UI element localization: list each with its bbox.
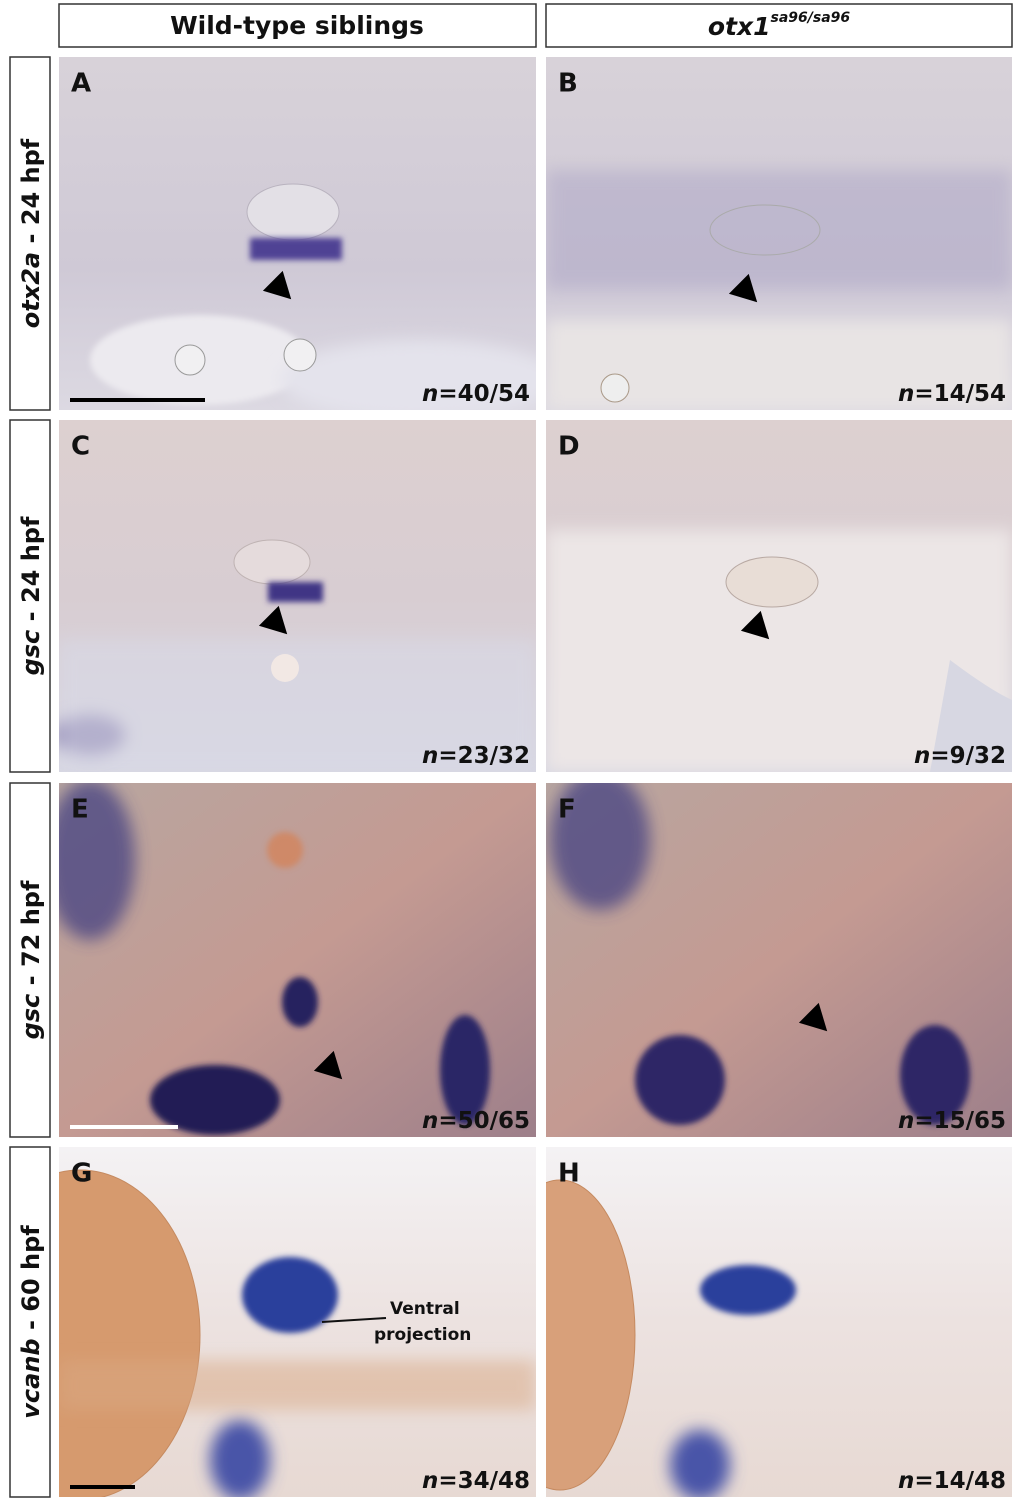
tissue [268, 582, 323, 602]
n-ratio: =23/32 [438, 743, 530, 769]
n-ratio: =50/65 [438, 1108, 530, 1134]
n-count: n=23/32 [422, 743, 530, 769]
genotype: sa96/sa96 [771, 10, 851, 26]
panel: Hn=14/48 [485, 1147, 1012, 1499]
row-label: vcanb - 60 hpf [17, 1225, 45, 1419]
row-label: gsc - 24 hpf [17, 516, 45, 675]
panel: An=40/54 [59, 57, 560, 420]
n-symbol: n [914, 743, 930, 769]
panel: Fn=15/65 [546, 770, 1012, 1137]
gene: otx1 [708, 12, 771, 41]
panel-letter: F [558, 795, 576, 825]
panel-letter: C [71, 432, 90, 462]
row-label: gsc - 72 hpf [17, 880, 45, 1039]
panel: En=50/65 [45, 780, 536, 1137]
n-ratio: =14/48 [914, 1468, 1006, 1494]
n-symbol: n [422, 1468, 438, 1494]
tissue [726, 557, 818, 607]
gene: gsc [17, 630, 45, 676]
panel-letter: B [558, 69, 578, 99]
panel-letter: D [558, 432, 580, 462]
n-count: n=34/48 [422, 1468, 530, 1494]
n-count: n=14/48 [898, 1468, 1006, 1494]
tissue [150, 1065, 280, 1135]
tissue [700, 1265, 796, 1315]
panel: Bn=14/54 [546, 57, 1012, 410]
n-symbol: n [422, 743, 438, 769]
stage: - 24 hpf [17, 516, 45, 630]
n-count: n=40/54 [422, 381, 530, 407]
tissue [59, 1360, 536, 1410]
tissue [175, 345, 205, 375]
panel-letter: A [71, 69, 91, 99]
n-ratio: =9/32 [930, 743, 1006, 769]
n-symbol: n [422, 1108, 438, 1134]
n-symbol: n [422, 381, 438, 407]
gene: gsc [17, 994, 45, 1040]
tissue [45, 780, 135, 940]
n-ratio: =14/54 [914, 381, 1006, 407]
stage: - 24 hpf [17, 138, 45, 252]
n-count: n=14/54 [898, 381, 1006, 407]
n-count: n=50/65 [422, 1108, 530, 1134]
panel: Ventral projection Gn=34/48 [0, 1147, 536, 1499]
n-ratio: =15/65 [914, 1108, 1006, 1134]
tissue [670, 1430, 730, 1499]
gene: otx2a [17, 252, 45, 328]
annotation: projection [374, 1325, 471, 1345]
n-symbol: n [898, 381, 914, 407]
tissue [282, 977, 318, 1027]
annotation: Ventral [390, 1299, 460, 1319]
tissue [247, 184, 339, 240]
stage: - 72 hpf [17, 880, 45, 994]
tissue [546, 170, 1012, 290]
panel-letter: G [71, 1159, 92, 1189]
n-count: n=9/32 [914, 743, 1006, 769]
n-symbol: n [898, 1108, 914, 1134]
n-ratio: =34/48 [438, 1468, 530, 1494]
panel-letter: E [71, 795, 89, 825]
tissue [271, 654, 299, 682]
n-symbol: n [898, 1468, 914, 1494]
gene: vcanb [17, 1338, 45, 1418]
figure: Wild-type siblings otx1sa96/sa96 otx2a -… [0, 0, 1017, 1499]
tissue [635, 1035, 725, 1125]
n-count: n=15/65 [898, 1108, 1006, 1134]
tissue [250, 238, 342, 260]
tissue [284, 339, 316, 371]
panel-letter: H [558, 1159, 580, 1189]
stage: - 60 hpf [17, 1225, 45, 1339]
tissue [267, 832, 303, 868]
tissue [234, 540, 310, 584]
row-label: otx2a - 24 hpf [17, 138, 45, 328]
column-header: Wild-type siblings [170, 11, 424, 40]
n-ratio: =40/54 [438, 381, 530, 407]
tissue [210, 1420, 270, 1499]
tissue [550, 770, 650, 910]
tissue [601, 374, 629, 402]
